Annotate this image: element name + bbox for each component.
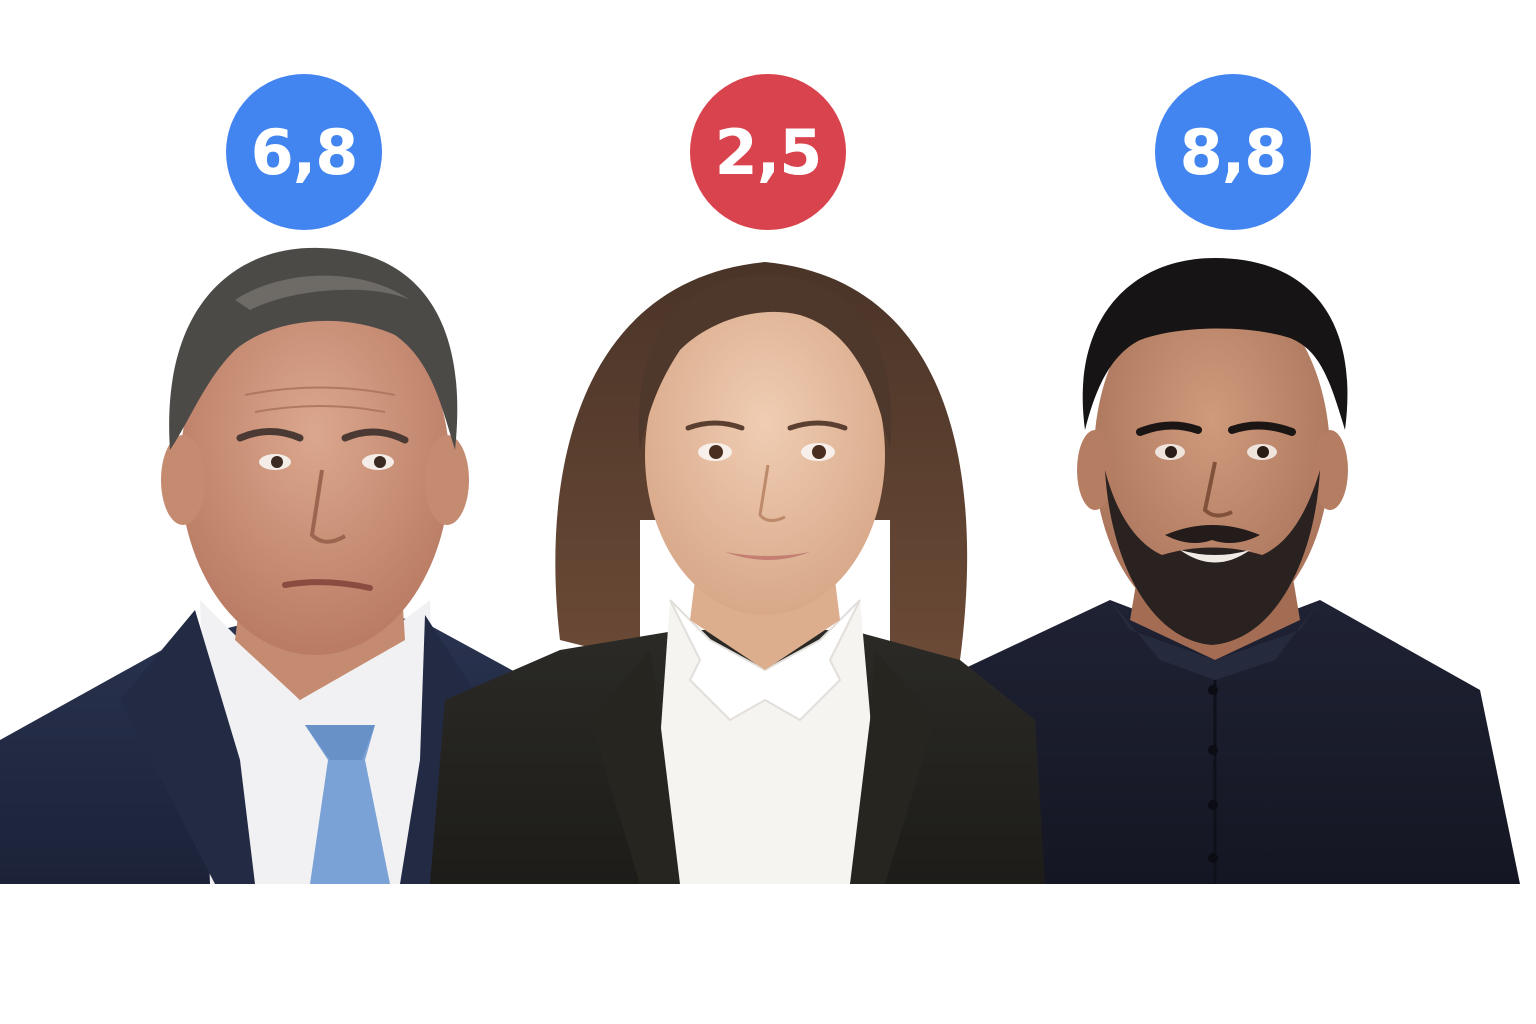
score-value: 2,5 <box>714 115 823 189</box>
score-badge-center: 2,5 <box>690 74 846 230</box>
score-value: 8,8 <box>1179 115 1288 189</box>
score-badge-left: 6,8 <box>226 74 382 230</box>
portrait-left <box>0 247 540 884</box>
score-badge-right: 8,8 <box>1155 74 1311 230</box>
portrait-right <box>940 258 1520 884</box>
portrait-center <box>430 262 1045 884</box>
score-value: 6,8 <box>250 115 359 189</box>
